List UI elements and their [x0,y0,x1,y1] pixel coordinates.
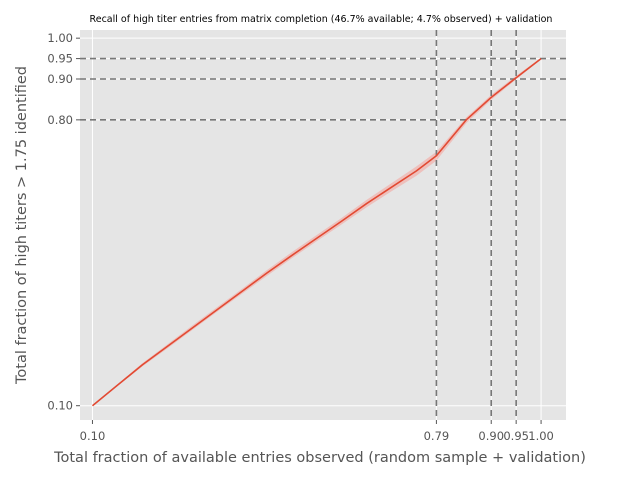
y-tick-label: 0.10 [47,399,73,413]
x-axis-ticks: 0.10 0.79 0.90 0.95 1.00 [80,420,554,443]
x-tick-label: 0.90 [478,429,504,443]
y-tick-label: 1.00 [47,31,73,45]
y-tick-label: 0.90 [47,72,73,86]
y-axis-label: Total fraction of high titers > 1.75 ide… [14,66,30,385]
y-tick-label: 0.80 [47,113,73,127]
x-tick-label: 0.10 [80,429,106,443]
x-tick-label: 0.95 [503,429,529,443]
series-lines [91,57,542,407]
y-axis-ticks: 0.10 0.80 0.90 0.95 1.00 [47,31,80,413]
x-tick-label: 0.79 [424,429,450,443]
x-tick-label: 1.00 [528,429,554,443]
reference-lines [80,30,566,420]
chart-title: Recall of high titer entries from matrix… [90,14,553,25]
x-axis-label: Total fraction of available entries obse… [53,450,586,466]
recall-series-line [91,57,542,407]
y-tick-label: 0.95 [47,52,73,66]
plot-area [80,30,566,420]
